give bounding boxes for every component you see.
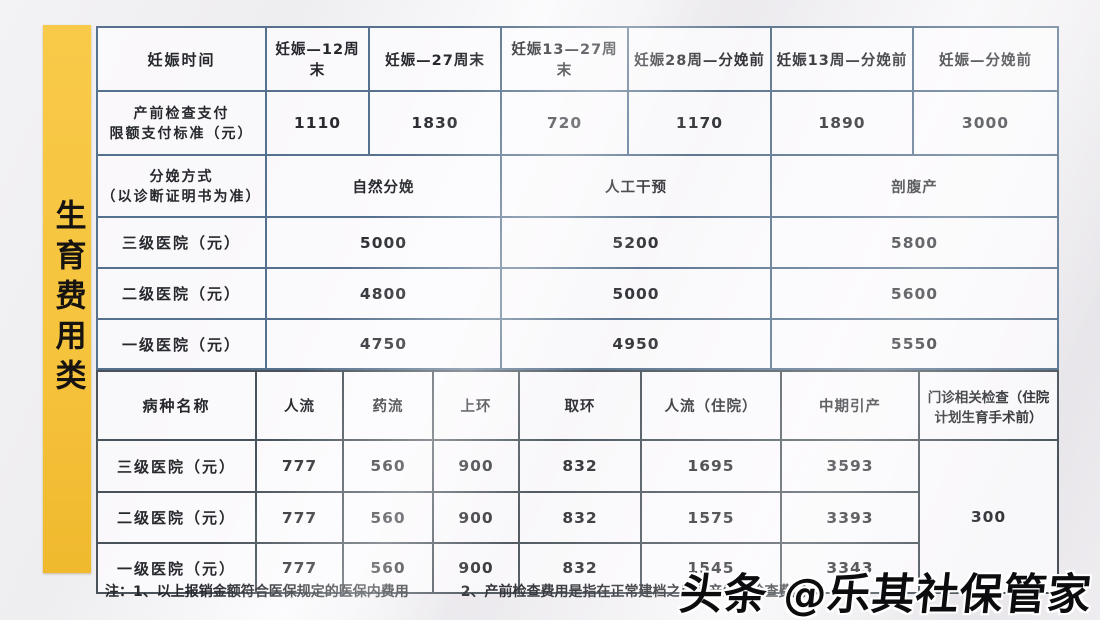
footnote: 注：1、以上报销金额符合医保规定的医保内费用 2、产前检查费用是指在正常建档之后… <box>105 581 1065 601</box>
column-header-cell: 人流（住院） <box>640 370 782 441</box>
value-cell: 900 <box>432 439 520 493</box>
value-cell: 5200 <box>500 216 772 269</box>
value-cell: 1170 <box>627 90 772 156</box>
value-cell: 5800 <box>770 216 1059 269</box>
column-header-cell: 中期引产 <box>780 370 920 441</box>
value-cell: 4800 <box>265 267 502 320</box>
value-cell: 900 <box>432 491 520 544</box>
value-cell: 832 <box>518 542 642 594</box>
value-cell: 1575 <box>640 491 782 544</box>
table-row: 一级医院（元） 4750 4950 5550 <box>96 318 1059 370</box>
value-cell: 3000 <box>912 90 1059 156</box>
table-row: 三级医院（元） 5000 5200 5800 <box>96 216 1059 269</box>
row-label-cell: 二级医院（元） <box>96 267 267 320</box>
table-row: 妊娠时间 妊娠—12周末 妊娠—27周末 妊娠13—27周末 妊娠28周—分娩前… <box>96 26 1059 92</box>
row-label-cell: 二级医院（元） <box>96 491 257 544</box>
value-cell: 3393 <box>780 491 920 544</box>
footnote-part2: 2、产前检查费用是指在正常建档之后所产生的检查费用 <box>460 584 807 600</box>
table-row: 病种名称 人流 药流 上环 取环 人流（住院） 中期引产 门诊相关检查（住院计划… <box>96 370 1059 441</box>
column-header-cell: 妊娠13—27周末 <box>500 26 629 92</box>
value-cell: 1545 <box>640 542 782 594</box>
table-row: 产前检查支付 限额支付标准（元） 1110 1830 720 1170 1890… <box>96 90 1059 156</box>
delivery-type-cell: 人工干预 <box>500 154 772 218</box>
value-cell: 1695 <box>640 439 782 493</box>
value-cell: 1110 <box>265 90 370 156</box>
row-label-cell: 三级医院（元） <box>96 439 257 493</box>
table-row: 三级医院（元） 777 560 900 832 1695 3593 300 <box>96 439 1059 594</box>
table-row: 二级医院（元） 777 560 900 832 1575 3393 <box>96 491 1058 544</box>
value-cell: 560 <box>342 542 434 594</box>
row-label-cell: 妊娠时间 <box>96 26 267 92</box>
value-cell: 5550 <box>770 318 1059 370</box>
value-cell: 3593 <box>780 439 920 493</box>
value-cell: 5600 <box>770 267 1059 320</box>
column-header-cell: 妊娠—27周末 <box>368 26 502 92</box>
value-cell: 560 <box>342 491 434 544</box>
outpatient-check-fee-cell: 300 <box>918 439 1059 594</box>
value-cell: 3343 <box>780 542 920 594</box>
table-row: 一级医院（元） 777 560 900 832 1545 3343 <box>96 542 1058 594</box>
prenatal-delivery-table: 妊娠时间 妊娠—12周末 妊娠—27周末 妊娠13—27周末 妊娠28周—分娩前… <box>96 26 1059 370</box>
row-label-cell: 病种名称 <box>96 370 257 441</box>
value-cell: 777 <box>255 491 344 544</box>
delivery-type-cell: 自然分娩 <box>265 154 502 218</box>
value-cell: 1830 <box>368 90 502 156</box>
row-label-cell: 一级医院（元） <box>96 318 267 370</box>
value-cell: 832 <box>518 439 642 493</box>
value-cell: 560 <box>342 439 434 493</box>
toutiao-watermark: 头条 @乐其社保管家 <box>676 570 1095 620</box>
column-header-cell: 上环 <box>432 370 520 441</box>
column-header-cell: 妊娠—分娩前 <box>912 26 1059 92</box>
delivery-type-cell: 剖腹产 <box>770 154 1059 218</box>
value-cell: 720 <box>500 90 629 156</box>
procedure-fee-table: 病种名称 人流 药流 上环 取环 人流（住院） 中期引产 门诊相关检查（住院计划… <box>96 370 1059 594</box>
value-cell: 4750 <box>265 318 502 370</box>
column-header-cell: 妊娠28周—分娩前 <box>627 26 772 92</box>
row-label-cell: 产前检查支付 限额支付标准（元） <box>96 90 267 156</box>
column-header-cell: 门诊相关检查（住院计划生育手术前） <box>918 370 1059 441</box>
table-row: 二级医院（元） 4800 5000 5600 <box>96 267 1059 320</box>
tables-container: 妊娠时间 妊娠—12周末 妊娠—27周末 妊娠13—27周末 妊娠28周—分娩前… <box>96 26 1059 594</box>
value-cell: 900 <box>432 542 520 594</box>
category-banner-label: 生育费用类 <box>49 199 86 399</box>
value-cell: 4950 <box>500 318 772 370</box>
category-banner: 生育费用类 <box>43 25 91 573</box>
value-cell: 777 <box>255 542 344 594</box>
column-header-cell: 妊娠13周—分娩前 <box>770 26 914 92</box>
column-header-cell: 取环 <box>518 370 642 441</box>
footnote-part1: 注：1、以上报销金额符合医保规定的医保内费用 <box>105 584 409 600</box>
row-label-cell: 三级医院（元） <box>96 216 267 269</box>
value-cell: 832 <box>518 491 642 544</box>
row-label-cell: 分娩方式 （以诊断证明书为准） <box>96 154 267 218</box>
column-header-cell: 药流 <box>342 370 434 441</box>
column-header-cell: 人流 <box>255 370 344 441</box>
value-cell: 777 <box>255 439 344 493</box>
row-label-cell: 一级医院（元） <box>96 542 257 594</box>
column-header-cell: 妊娠—12周末 <box>265 26 370 92</box>
table-row: 分娩方式 （以诊断证明书为准） 自然分娩 人工干预 剖腹产 <box>96 154 1059 218</box>
value-cell: 5000 <box>265 216 502 269</box>
value-cell: 5000 <box>500 267 772 320</box>
value-cell: 1890 <box>770 90 914 156</box>
